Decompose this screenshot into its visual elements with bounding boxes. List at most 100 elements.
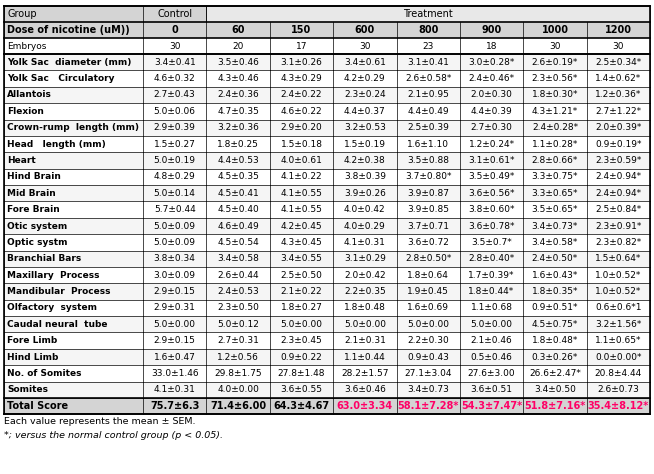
- Text: 64.3±4.67: 64.3±4.67: [273, 401, 330, 411]
- Bar: [143, 300, 207, 316]
- Text: 3.5±0.88: 3.5±0.88: [407, 156, 449, 165]
- Text: 2.1±0.22: 2.1±0.22: [281, 287, 322, 296]
- Text: 800: 800: [418, 25, 438, 35]
- Bar: [269, 70, 333, 87]
- Bar: [333, 54, 396, 70]
- Bar: [460, 70, 523, 87]
- Bar: [4, 136, 143, 152]
- Text: 5.0±0.00: 5.0±0.00: [154, 320, 196, 329]
- Text: 4.6±0.32: 4.6±0.32: [154, 74, 196, 83]
- Text: 2.8±0.50*: 2.8±0.50*: [405, 254, 451, 263]
- Bar: [333, 251, 396, 267]
- Bar: [396, 251, 460, 267]
- Text: 2.8±0.40*: 2.8±0.40*: [468, 254, 515, 263]
- Bar: [143, 332, 207, 349]
- Bar: [587, 87, 650, 103]
- Bar: [523, 365, 587, 382]
- Text: 1.4±0.62*: 1.4±0.62*: [595, 74, 642, 83]
- Text: 5.0±0.12: 5.0±0.12: [217, 320, 259, 329]
- Bar: [207, 38, 269, 54]
- Bar: [396, 382, 460, 398]
- Bar: [396, 349, 460, 365]
- Bar: [207, 87, 269, 103]
- Text: 3.6±0.56*: 3.6±0.56*: [468, 189, 515, 198]
- Bar: [207, 332, 269, 349]
- Text: 3.1±0.26: 3.1±0.26: [281, 58, 322, 67]
- Bar: [269, 332, 333, 349]
- Text: 3.4±0.55: 3.4±0.55: [281, 254, 322, 263]
- Bar: [333, 332, 396, 349]
- Bar: [4, 103, 143, 119]
- Text: 5.0±0.00: 5.0±0.00: [344, 320, 386, 329]
- Bar: [143, 185, 207, 201]
- Text: 3.6±0.72: 3.6±0.72: [407, 238, 449, 247]
- Text: 2.5±0.39: 2.5±0.39: [407, 123, 449, 132]
- Text: 75.7±6.3: 75.7±6.3: [150, 401, 199, 411]
- Bar: [523, 201, 587, 218]
- Bar: [523, 218, 587, 234]
- Text: 1.5±0.18: 1.5±0.18: [281, 140, 322, 148]
- Bar: [523, 169, 587, 185]
- Bar: [143, 251, 207, 267]
- Text: 63.0±3.34: 63.0±3.34: [337, 401, 393, 411]
- Text: 3.2±0.36: 3.2±0.36: [217, 123, 259, 132]
- Bar: [460, 332, 523, 349]
- Text: Branchial Bars: Branchial Bars: [7, 254, 81, 263]
- Text: 2.4±0.36: 2.4±0.36: [217, 91, 259, 100]
- Bar: [143, 103, 207, 119]
- Text: 3.5±0.7*: 3.5±0.7*: [471, 238, 512, 247]
- Text: 20: 20: [232, 42, 244, 51]
- Bar: [460, 152, 523, 169]
- Text: 3.8±0.60*: 3.8±0.60*: [468, 205, 515, 214]
- Bar: [207, 300, 269, 316]
- Text: Head   length (mm): Head length (mm): [7, 140, 106, 148]
- Bar: [333, 119, 396, 136]
- Text: 3.4±0.58: 3.4±0.58: [217, 254, 259, 263]
- Text: Mid Brain: Mid Brain: [7, 189, 56, 198]
- Text: 0.3±0.26*: 0.3±0.26*: [532, 353, 578, 362]
- Text: 2.2±0.35: 2.2±0.35: [344, 287, 386, 296]
- Bar: [4, 365, 143, 382]
- Text: 3.9±0.26: 3.9±0.26: [344, 189, 386, 198]
- Text: 1.5±0.64*: 1.5±0.64*: [595, 254, 642, 263]
- Bar: [207, 6, 650, 22]
- Text: 2.4±0.94*: 2.4±0.94*: [595, 173, 642, 182]
- Bar: [396, 169, 460, 185]
- Text: No. of Somites: No. of Somites: [7, 369, 82, 378]
- Bar: [460, 22, 523, 38]
- Bar: [143, 349, 207, 365]
- Bar: [269, 22, 333, 38]
- Bar: [587, 365, 650, 382]
- Text: 3.4±0.61: 3.4±0.61: [344, 58, 386, 67]
- Text: 18: 18: [486, 42, 497, 51]
- Bar: [460, 382, 523, 398]
- Bar: [587, 234, 650, 251]
- Text: Mandibular  Process: Mandibular Process: [7, 287, 111, 296]
- Bar: [460, 251, 523, 267]
- Bar: [4, 300, 143, 316]
- Text: 1.8±0.64: 1.8±0.64: [407, 271, 449, 280]
- Bar: [333, 300, 396, 316]
- Bar: [460, 201, 523, 218]
- Bar: [396, 332, 460, 349]
- Text: 3.5±0.46: 3.5±0.46: [217, 58, 259, 67]
- Bar: [333, 22, 396, 38]
- Text: 1.2±0.56: 1.2±0.56: [217, 353, 259, 362]
- Text: 3.5±0.49*: 3.5±0.49*: [468, 173, 515, 182]
- Bar: [523, 382, 587, 398]
- Bar: [4, 283, 143, 300]
- Text: 30: 30: [169, 42, 181, 51]
- Text: Each value represents the mean ± SEM.: Each value represents the mean ± SEM.: [4, 417, 196, 426]
- Bar: [143, 119, 207, 136]
- Text: 5.0±0.00: 5.0±0.00: [281, 320, 322, 329]
- Text: 2.3±0.56*: 2.3±0.56*: [532, 74, 578, 83]
- Text: 4.5±0.41: 4.5±0.41: [217, 189, 259, 198]
- Text: 3.1±0.61*: 3.1±0.61*: [468, 156, 515, 165]
- Bar: [460, 283, 523, 300]
- Bar: [207, 70, 269, 87]
- Bar: [4, 54, 143, 70]
- Bar: [143, 22, 207, 38]
- Bar: [333, 38, 396, 54]
- Text: 3.6±0.55: 3.6±0.55: [281, 385, 322, 394]
- Bar: [269, 283, 333, 300]
